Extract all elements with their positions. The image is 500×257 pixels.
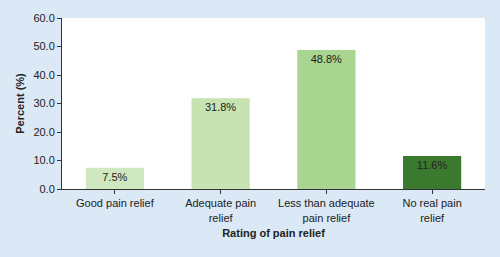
svg-text:20.0: 20.0 (33, 126, 54, 138)
svg-text:31.8%: 31.8% (205, 101, 236, 113)
svg-text:50.0: 50.0 (33, 40, 54, 52)
svg-text:No real painrelief: No real painrelief (402, 197, 461, 223)
svg-text:7.5%: 7.5% (102, 171, 127, 183)
svg-text:Good pain relief: Good pain relief (76, 197, 155, 209)
svg-text:Rating of pain relief: Rating of pain relief (222, 227, 325, 239)
svg-text:10.0: 10.0 (33, 154, 54, 166)
svg-text:48.8%: 48.8% (311, 53, 342, 65)
svg-text:11.6%: 11.6% (417, 159, 448, 171)
svg-text:0.0: 0.0 (40, 183, 55, 195)
svg-text:40.0: 40.0 (33, 69, 54, 81)
svg-text:Percent (%): Percent (%) (14, 73, 26, 134)
svg-text:30.0: 30.0 (33, 97, 54, 109)
svg-text:Adequate painrelief: Adequate painrelief (185, 197, 256, 223)
svg-text:60.0: 60.0 (33, 12, 54, 24)
svg-text:Less than adequatepain relief: Less than adequatepain relief (278, 197, 375, 223)
